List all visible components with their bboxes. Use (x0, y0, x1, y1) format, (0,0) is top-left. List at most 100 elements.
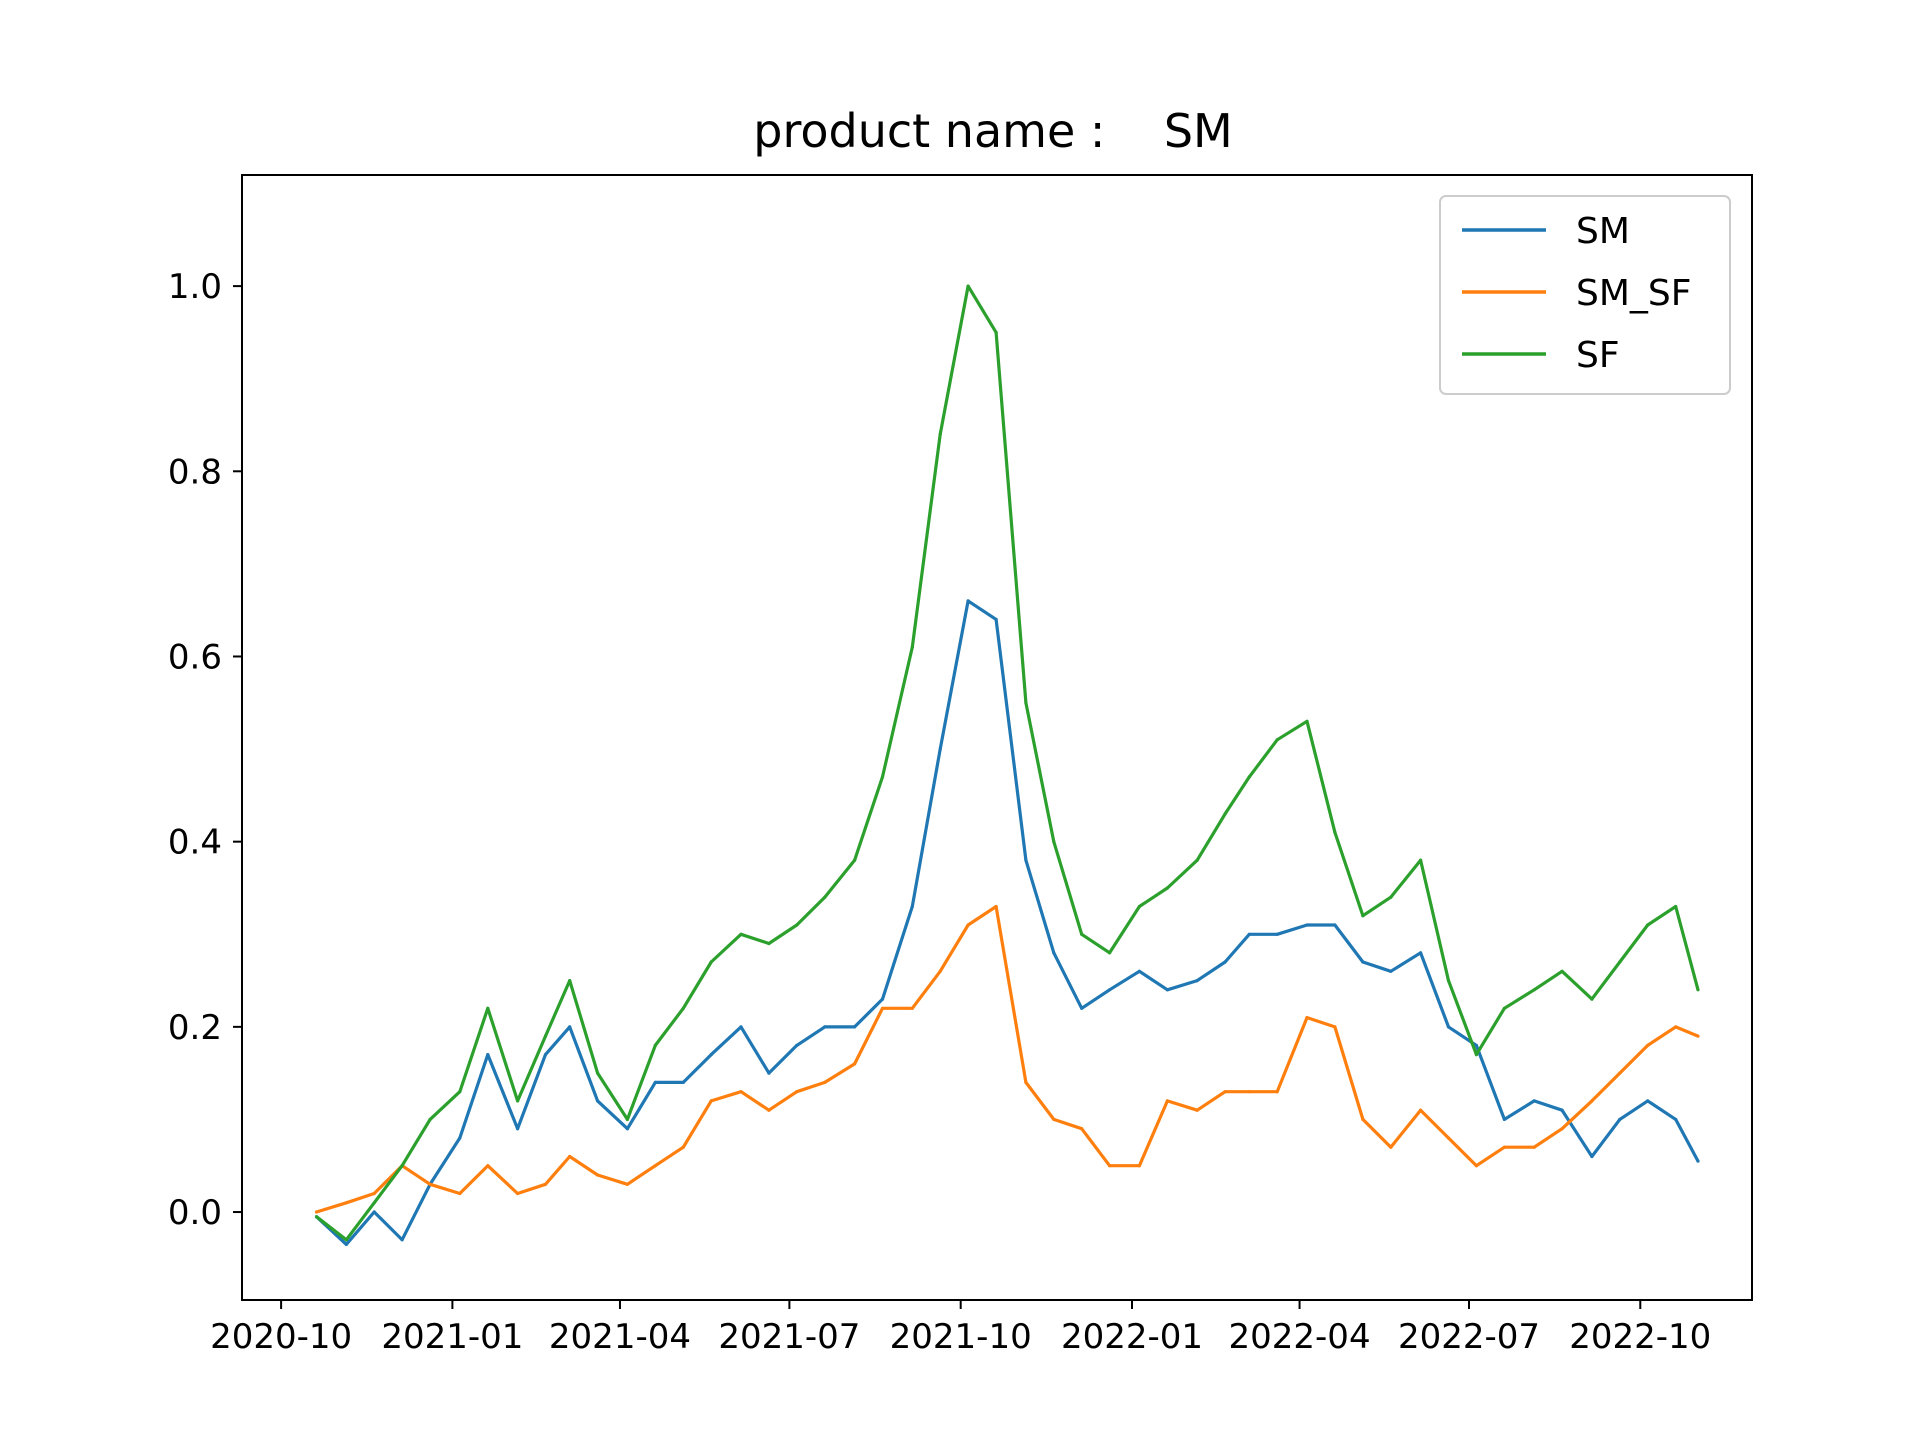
data-point (1674, 1025, 1678, 1029)
data-point (1137, 1164, 1141, 1168)
data-point (1108, 988, 1112, 992)
data-point (428, 1117, 432, 1121)
data-point (400, 1238, 404, 1242)
data-point (516, 1099, 520, 1103)
data-point (739, 1090, 743, 1094)
data-point (1195, 1108, 1199, 1112)
data-point (543, 1053, 548, 1057)
data-point (910, 1006, 914, 1010)
data-point (739, 1025, 743, 1029)
data-point (767, 1071, 771, 1075)
x-tick-label: 2021-10 (890, 1317, 1032, 1357)
series-line-0 (315, 599, 1700, 1247)
data-point (938, 432, 942, 436)
data-point (823, 1025, 827, 1029)
data-point (1419, 951, 1423, 955)
data-point (543, 1034, 548, 1038)
data-point (1247, 932, 1251, 936)
data-point (1646, 923, 1650, 927)
data-point (994, 617, 998, 622)
data-point (795, 1090, 799, 1094)
y-tick-label: 0.8 (168, 452, 222, 492)
data-point (1474, 1164, 1478, 1168)
data-point (1560, 1108, 1564, 1112)
data-point (1419, 1108, 1423, 1112)
data-point (853, 1025, 857, 1029)
data-point (1560, 969, 1564, 973)
data-point (458, 1136, 462, 1140)
data-point (681, 1145, 685, 1149)
data-point (1532, 1099, 1536, 1103)
data-point (596, 1071, 600, 1075)
data-point (1696, 1034, 1700, 1038)
x-tick-label: 2022-04 (1229, 1317, 1371, 1357)
y-tick-label: 0.2 (168, 1008, 222, 1048)
data-point (1305, 719, 1309, 723)
series-line-1 (316, 904, 1699, 1214)
data-point (1275, 738, 1279, 742)
data-point (910, 645, 914, 649)
data-point (767, 941, 771, 946)
data-point (880, 775, 885, 779)
data-point (1590, 997, 1594, 1001)
data-point (1502, 1117, 1506, 1121)
data-point (1560, 1127, 1564, 1131)
x-axis: 2020-10 2021-01 2021-04 2021-07 2021-10 2022-… (210, 1300, 1711, 1357)
data-point (1361, 1117, 1365, 1121)
data-point (795, 923, 799, 927)
data-point (1618, 1117, 1622, 1121)
x-tick-label: 2021-04 (549, 1317, 691, 1357)
y-tick-label: 0.6 (168, 637, 222, 677)
data-point (1247, 1090, 1251, 1094)
data-point (1137, 904, 1141, 909)
data-point (1223, 960, 1227, 964)
data-point (568, 1154, 572, 1159)
data-point (428, 1182, 432, 1186)
data-point (1674, 1117, 1678, 1121)
data-point (1618, 1071, 1622, 1075)
data-point (1275, 932, 1279, 936)
data-point (1474, 1043, 1478, 1047)
data-point (880, 997, 885, 1001)
data-point (1696, 988, 1700, 992)
x-tick-label: 2020-10 (210, 1317, 352, 1357)
data-point (653, 1080, 657, 1084)
data-point (1275, 1090, 1279, 1094)
x-tick-label: 2021-01 (381, 1317, 523, 1357)
legend-label: SF (1576, 335, 1620, 376)
data-point (458, 1191, 462, 1196)
data-point (314, 1215, 319, 1219)
data-point (966, 599, 970, 603)
data-point (653, 1164, 657, 1168)
data-point (1052, 1117, 1056, 1121)
data-point (314, 1210, 319, 1214)
data-point (486, 1006, 490, 1010)
data-point (1618, 960, 1622, 964)
data-point (568, 979, 572, 983)
data-point (1532, 988, 1536, 992)
data-point (1165, 1099, 1169, 1103)
y-tick-label: 0.4 (168, 823, 222, 863)
data-point (1646, 1043, 1650, 1047)
data-point (938, 969, 942, 973)
data-point (1446, 979, 1451, 983)
data-point (625, 1127, 630, 1131)
legend-box (1439, 195, 1731, 395)
data-point (1305, 1016, 1309, 1020)
chart-title: product name : SM (753, 104, 1233, 158)
legend-label: SM (1576, 211, 1630, 252)
data-point (709, 960, 713, 964)
data-point (739, 932, 743, 936)
data-point (516, 1127, 520, 1131)
data-point (1696, 1159, 1700, 1163)
data-point (1247, 775, 1251, 779)
data-point (1674, 904, 1678, 909)
data-point (568, 1025, 572, 1029)
data-point (1419, 858, 1423, 862)
data-point (994, 904, 998, 909)
data-point (1333, 830, 1337, 835)
data-point (1108, 951, 1112, 955)
data-point (372, 1201, 376, 1205)
series-line-2 (315, 284, 1700, 1242)
data-point (486, 1053, 490, 1057)
